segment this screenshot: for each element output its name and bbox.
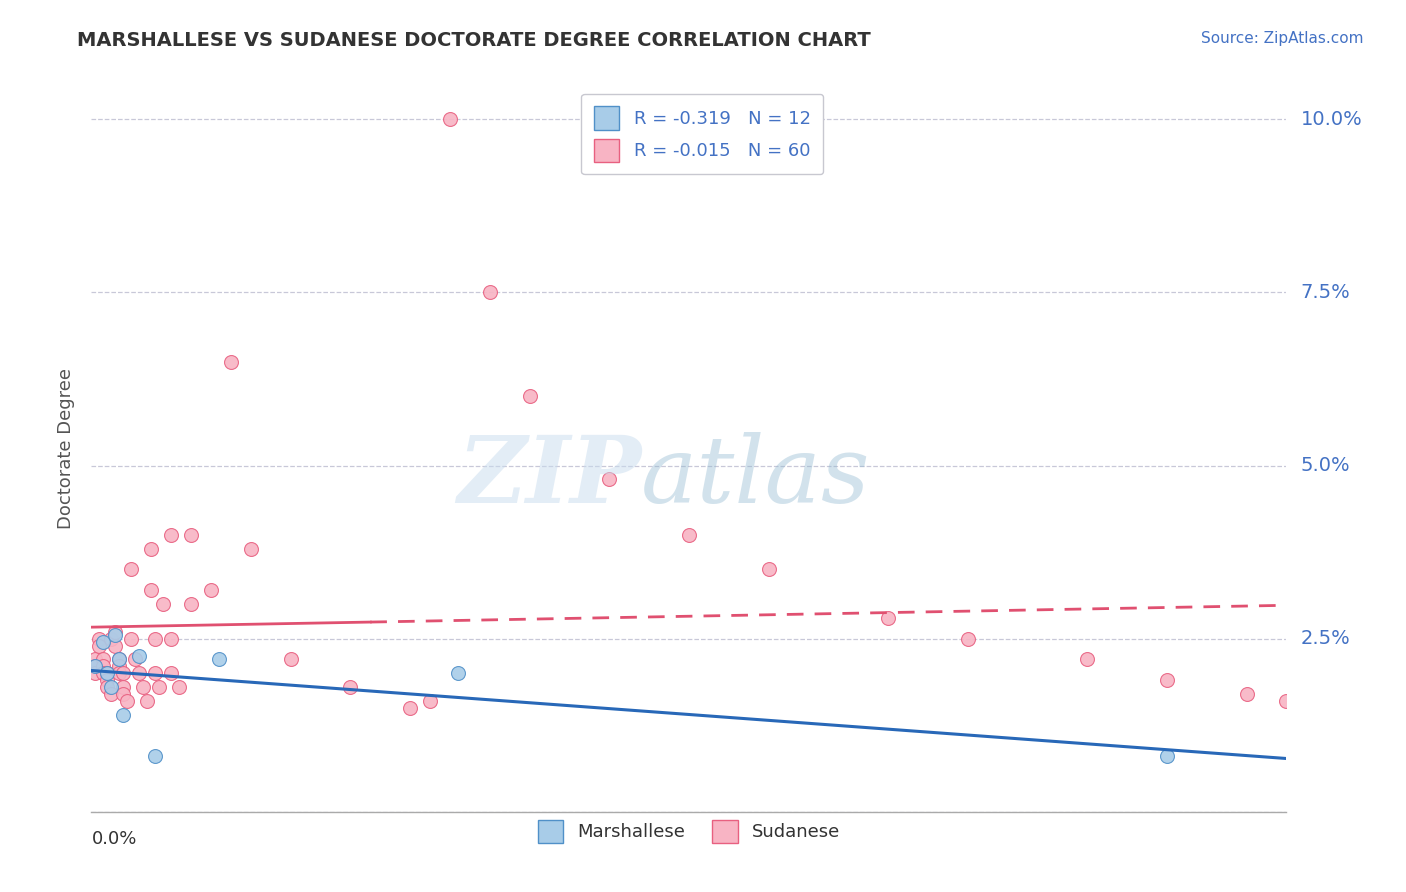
Point xyxy=(678,528,700,542)
Point xyxy=(124,652,146,666)
Point xyxy=(100,687,122,701)
Point xyxy=(96,666,118,681)
Point xyxy=(447,666,470,681)
Point xyxy=(1236,687,1258,701)
Point xyxy=(108,652,131,666)
Point xyxy=(112,687,135,701)
Point xyxy=(96,666,118,681)
Point xyxy=(1156,673,1178,688)
Point xyxy=(84,659,107,673)
Point xyxy=(132,680,155,694)
Point xyxy=(339,680,361,694)
Point xyxy=(84,666,107,681)
Text: 7.5%: 7.5% xyxy=(1301,283,1350,302)
Point xyxy=(93,635,115,649)
Point xyxy=(128,666,150,681)
Point xyxy=(148,680,170,694)
Y-axis label: Doctorate Degree: Doctorate Degree xyxy=(56,368,75,529)
Point xyxy=(200,583,222,598)
Point xyxy=(399,701,422,715)
Point xyxy=(104,639,127,653)
Text: 2.5%: 2.5% xyxy=(1301,629,1350,648)
Point xyxy=(100,680,122,694)
Text: atlas: atlas xyxy=(641,433,870,523)
Point xyxy=(141,583,162,598)
Legend: Marshallese, Sudanese: Marshallese, Sudanese xyxy=(530,813,848,850)
Point xyxy=(93,659,115,673)
Point xyxy=(280,652,302,666)
Point xyxy=(104,628,127,642)
Point xyxy=(100,632,122,646)
Point xyxy=(160,666,183,681)
Point xyxy=(598,472,620,486)
Point xyxy=(519,389,541,403)
Text: ZIP: ZIP xyxy=(457,433,641,523)
Text: MARSHALLESE VS SUDANESE DOCTORATE DEGREE CORRELATION CHART: MARSHALLESE VS SUDANESE DOCTORATE DEGREE… xyxy=(77,31,872,50)
Point xyxy=(120,632,142,646)
Point xyxy=(1275,694,1298,708)
Point xyxy=(84,652,107,666)
Point xyxy=(93,652,115,666)
Point xyxy=(108,666,131,681)
Text: Source: ZipAtlas.com: Source: ZipAtlas.com xyxy=(1201,31,1364,46)
Point xyxy=(108,652,131,666)
Point xyxy=(180,597,202,611)
Point xyxy=(89,639,111,653)
Point xyxy=(758,562,780,576)
Point xyxy=(141,541,162,556)
Point xyxy=(419,694,441,708)
Point xyxy=(143,749,166,764)
Point xyxy=(112,680,135,694)
Point xyxy=(160,632,183,646)
Point xyxy=(877,611,900,625)
Text: 10.0%: 10.0% xyxy=(1301,110,1362,128)
Point xyxy=(112,707,135,722)
Point xyxy=(439,112,461,127)
Point xyxy=(956,632,979,646)
Point xyxy=(208,652,231,666)
Point xyxy=(84,659,107,673)
Point xyxy=(136,694,159,708)
Point xyxy=(104,624,127,639)
Point xyxy=(115,694,138,708)
Point xyxy=(152,597,174,611)
Point xyxy=(128,648,150,663)
Point xyxy=(239,541,262,556)
Point xyxy=(108,659,131,673)
Point xyxy=(120,562,142,576)
Text: 0.0%: 0.0% xyxy=(91,830,136,848)
Point xyxy=(96,673,118,688)
Point xyxy=(160,528,183,542)
Point xyxy=(1355,707,1378,722)
Point xyxy=(219,354,242,368)
Point xyxy=(478,285,501,300)
Point xyxy=(167,680,190,694)
Point xyxy=(112,666,135,681)
Point xyxy=(143,632,166,646)
Point xyxy=(180,528,202,542)
Point xyxy=(1156,749,1178,764)
Text: 5.0%: 5.0% xyxy=(1301,456,1350,475)
Point xyxy=(89,632,111,646)
Point xyxy=(1076,652,1098,666)
Point xyxy=(143,666,166,681)
Point xyxy=(96,680,118,694)
Point xyxy=(93,666,115,681)
